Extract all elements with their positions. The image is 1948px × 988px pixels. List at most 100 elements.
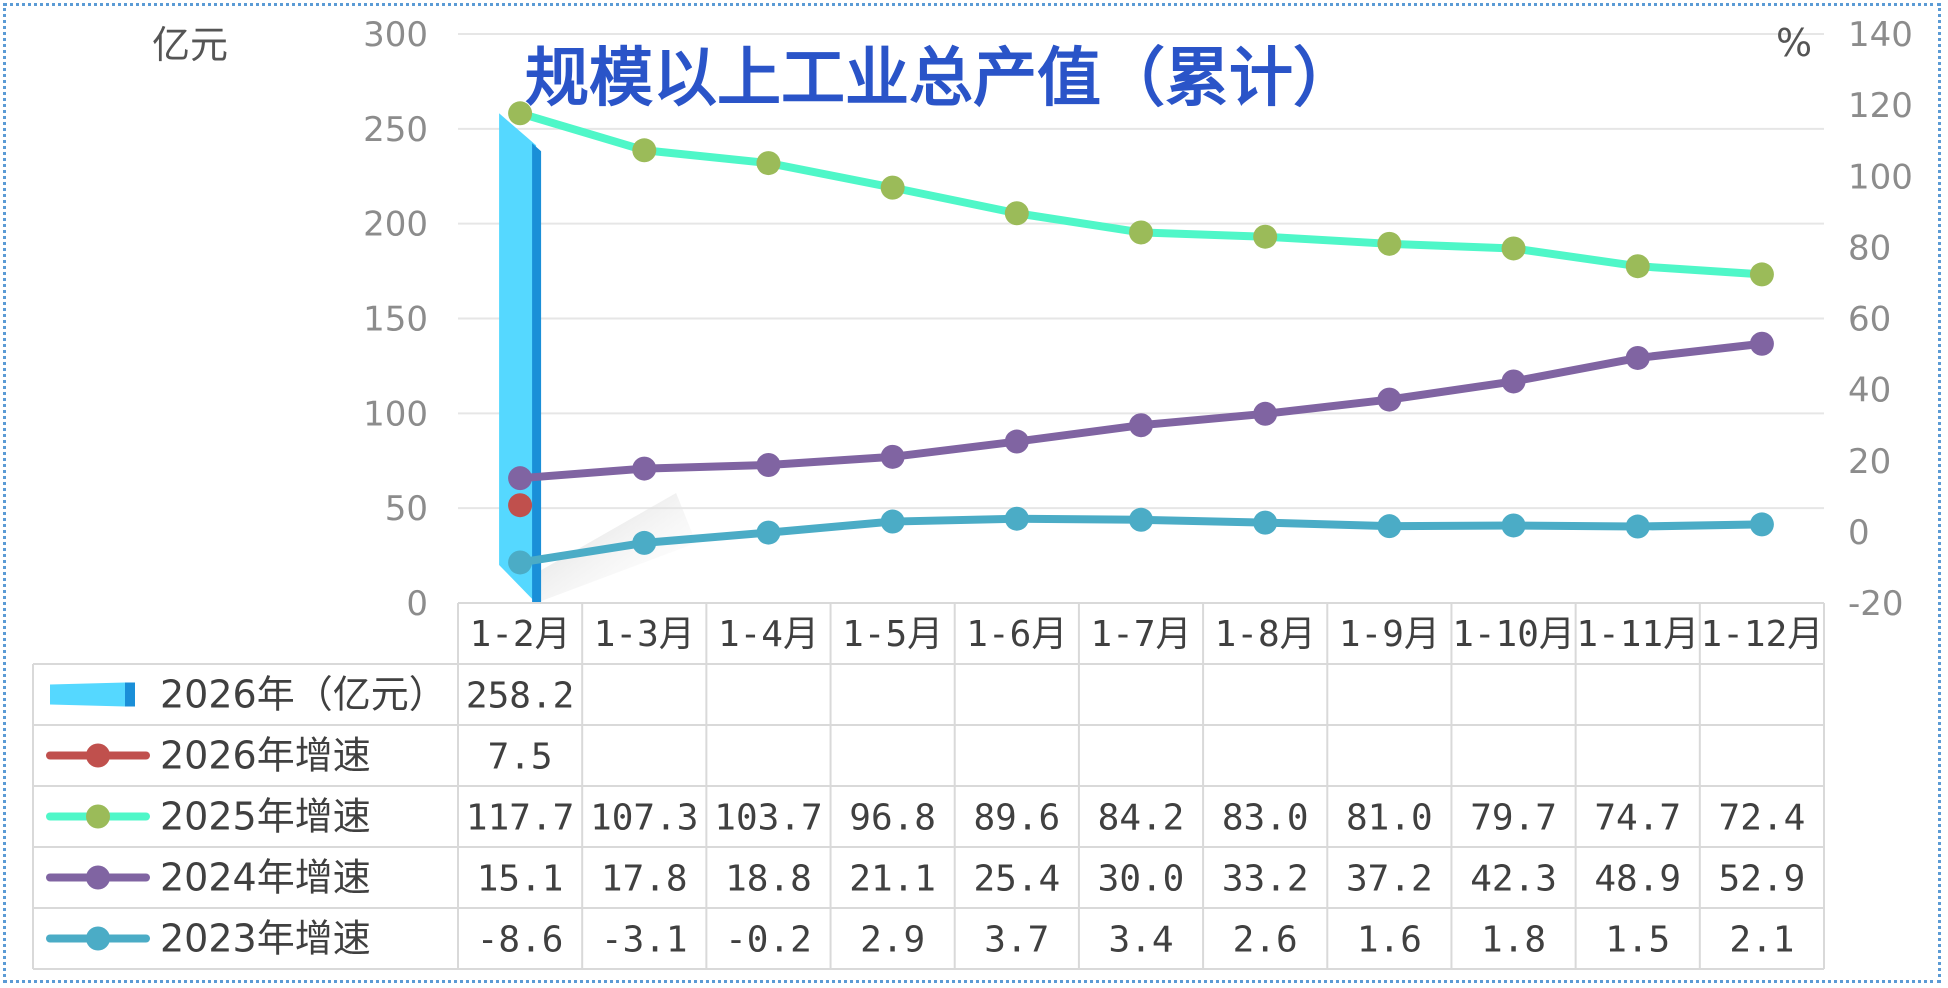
data-label: 17.8 — [601, 859, 688, 900]
data-label: 30.0 — [1098, 859, 1185, 900]
data-label: 83.0 — [1222, 798, 1309, 839]
category-label: 1-9月 — [1339, 614, 1440, 655]
series-point — [1501, 236, 1526, 261]
series-point — [1749, 512, 1774, 537]
series-point — [1253, 510, 1278, 535]
bar-layer — [499, 113, 697, 603]
right-tick-label: -20 — [1848, 584, 1904, 624]
data-label: 117.7 — [466, 798, 574, 839]
series-point — [1625, 345, 1650, 370]
data-label: 3.7 — [984, 920, 1049, 961]
legend-swatch-marker — [86, 743, 110, 768]
left-tick-label: 50 — [385, 489, 428, 529]
series-point — [632, 530, 657, 555]
data-label: 2.1 — [1729, 920, 1794, 961]
data-label: 2.6 — [1233, 920, 1298, 961]
series-point — [1129, 413, 1153, 438]
series-point — [880, 444, 905, 469]
series-point — [880, 175, 905, 200]
series-line — [516, 109, 1766, 279]
series-point — [1377, 514, 1402, 539]
series-point — [1749, 262, 1774, 287]
series-point — [1004, 201, 1029, 226]
data-label: 81.0 — [1346, 798, 1433, 839]
category-label: 1-4月 — [718, 614, 819, 655]
bar-2026-side — [532, 143, 542, 603]
series-point — [508, 550, 533, 575]
left-tick-label: 250 — [363, 110, 428, 150]
legend-swatch-marker — [86, 865, 110, 890]
data-label: 52.9 — [1719, 859, 1806, 900]
category-label: 1-3月 — [594, 614, 695, 655]
right-tick-label: 20 — [1848, 442, 1891, 482]
legend-label: 2026年（亿元） — [160, 673, 447, 717]
series-point — [1129, 220, 1153, 245]
category-label: 1-6月 — [966, 614, 1067, 655]
series-point — [1377, 387, 1402, 412]
right-tick-label: 100 — [1848, 157, 1913, 197]
data-label: 42.3 — [1470, 859, 1557, 900]
series-point — [756, 520, 781, 545]
right-tick-label: 80 — [1848, 228, 1891, 268]
series-point — [1004, 429, 1029, 454]
category-label: 1-12月 — [1701, 614, 1824, 655]
bar-2026 — [499, 113, 537, 603]
legend-label: 2026年增速 — [160, 734, 371, 778]
data-label: 2.9 — [860, 920, 925, 961]
data-label: 96.8 — [849, 798, 936, 839]
category-label: 1-8月 — [1215, 614, 1316, 655]
legend-swatch-bar-side — [125, 682, 135, 707]
data-label: 48.9 — [1594, 859, 1681, 900]
legend-label: 2025年增速 — [160, 795, 371, 839]
data-label: 107.3 — [590, 798, 698, 839]
data-label: 7.5 — [488, 737, 553, 778]
data-label: 258.2 — [466, 676, 574, 717]
series-point — [508, 101, 533, 126]
series-point — [632, 138, 657, 163]
legend-label: 2023年增速 — [160, 917, 371, 961]
series-point — [508, 493, 533, 518]
legend-swatch-bar — [50, 682, 125, 707]
series-point — [1253, 401, 1278, 426]
data-label: -0.2 — [725, 920, 812, 961]
series-point — [632, 456, 657, 481]
chart-title: 规模以上工业总产值（累计） — [525, 42, 1357, 116]
series-point — [1004, 506, 1029, 531]
series-point — [880, 509, 905, 534]
series-point — [1625, 514, 1650, 539]
legend-label: 2024年增速 — [160, 856, 371, 900]
right-tick-label: 40 — [1848, 371, 1891, 411]
legend-swatch-marker — [86, 926, 110, 951]
data-label: 3.4 — [1108, 920, 1173, 961]
series-point — [1625, 254, 1650, 279]
data-label: 89.6 — [973, 798, 1060, 839]
left-tick-label: 0 — [406, 584, 428, 624]
data-label: 1.6 — [1357, 920, 1422, 961]
series-point — [1501, 369, 1526, 394]
series-point — [1253, 224, 1278, 249]
left-tick-label: 100 — [363, 394, 428, 434]
data-label: 1.5 — [1605, 920, 1670, 961]
series-line — [516, 339, 1766, 483]
grid-layer — [458, 33, 1824, 604]
series-point — [1749, 331, 1774, 356]
data-label: -8.6 — [477, 920, 564, 961]
right-tick-label: 0 — [1848, 513, 1870, 553]
line-layer — [508, 101, 1774, 575]
data-label: 79.7 — [1470, 798, 1557, 839]
series-point — [756, 151, 781, 176]
data-label: 15.1 — [477, 859, 564, 900]
data-label: 103.7 — [714, 798, 822, 839]
right-tick-label: 120 — [1848, 86, 1913, 126]
series-point — [756, 453, 781, 478]
data-label: 37.2 — [1346, 859, 1433, 900]
left-tick-label: 300 — [363, 15, 428, 55]
left-tick-label: 150 — [363, 300, 428, 340]
category-label: 1-5月 — [842, 614, 943, 655]
category-label: 1-2月 — [470, 614, 571, 655]
left-tick-label: 200 — [363, 205, 428, 245]
data-label: 84.2 — [1098, 798, 1185, 839]
data-label: 1.8 — [1481, 920, 1546, 961]
series-point — [508, 466, 533, 491]
